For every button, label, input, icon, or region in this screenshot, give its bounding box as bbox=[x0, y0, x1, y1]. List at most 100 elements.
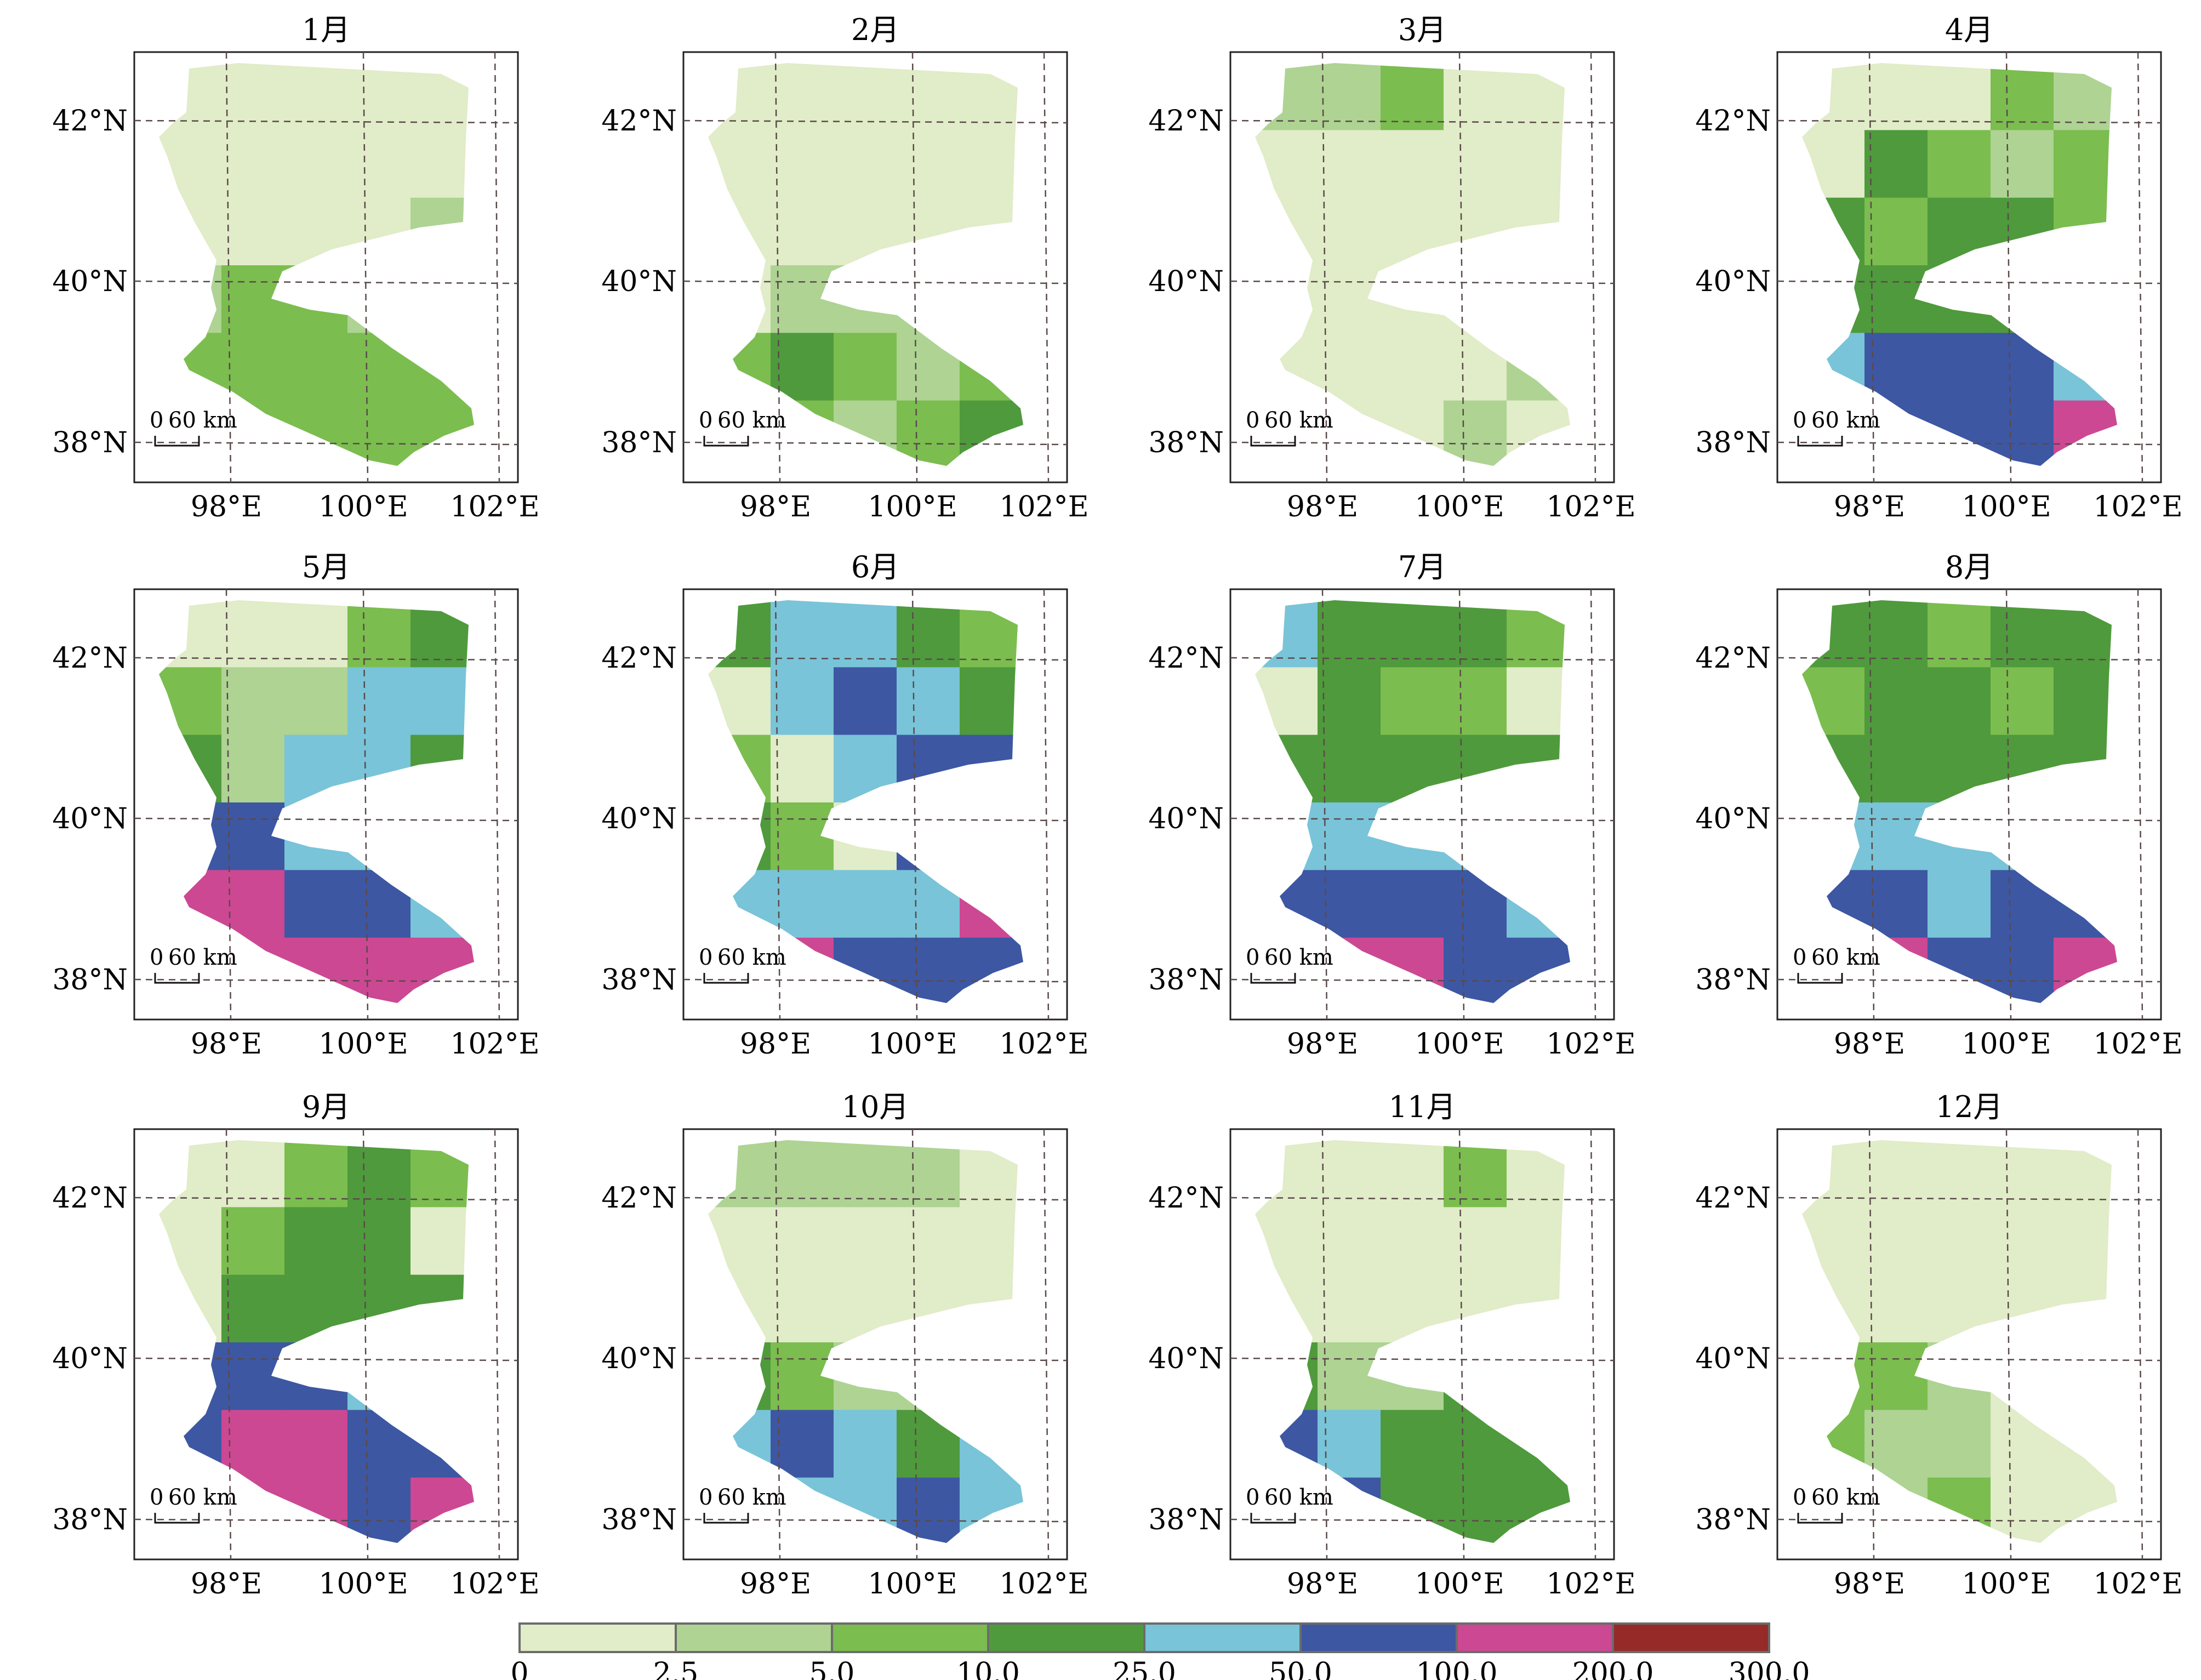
precip-class-cell bbox=[834, 870, 898, 939]
precip-class-cell bbox=[1507, 667, 1570, 736]
precip-class-cell bbox=[771, 1410, 835, 1479]
longitude-gridline bbox=[911, 1129, 918, 1560]
precip-class-cell bbox=[2054, 667, 2117, 736]
precip-class-cell bbox=[1864, 197, 1929, 266]
map-panel: 6月 42°N 40°N 38°N 98°E 100°E 102°E 0 60 km bbox=[601, 550, 1088, 1061]
latitude-gridline bbox=[1230, 817, 1615, 822]
scale-bar: 0 60 km bbox=[1246, 945, 1333, 984]
precip-class-cell bbox=[771, 63, 835, 132]
panel-title: 2月 bbox=[851, 13, 899, 47]
scale-bar-zero-label: 0 bbox=[150, 408, 163, 433]
panel-title: 11月 bbox=[1389, 1090, 1456, 1124]
latitude-tick-label: 38°N bbox=[52, 1504, 128, 1536]
longitude-tick-label: 98°E bbox=[1287, 1028, 1358, 1061]
latitude-gridline bbox=[1777, 817, 2162, 822]
precip-class-cell bbox=[834, 1207, 898, 1276]
latitude-gridline bbox=[1230, 1357, 1615, 1362]
latitude-tick-label: 38°N bbox=[1695, 426, 1771, 459]
longitude-gridline bbox=[1590, 52, 1596, 483]
longitude-tick-label: 102°E bbox=[450, 491, 539, 523]
precip-class-cell bbox=[1318, 1410, 1382, 1479]
longitude-tick-label: 102°E bbox=[1546, 1028, 1635, 1061]
longitude-tick-label: 98°E bbox=[191, 491, 262, 523]
longitude-gridline bbox=[774, 52, 781, 483]
latitude-tick-label: 38°N bbox=[52, 426, 128, 459]
precip-class-cell bbox=[284, 333, 349, 402]
longitude-gridline bbox=[774, 1129, 781, 1560]
longitude-tick-label: 98°E bbox=[740, 1568, 811, 1601]
longitude-tick-label: 100°E bbox=[868, 1028, 957, 1061]
precip-class-cell bbox=[1864, 667, 1929, 736]
latitude-gridline bbox=[1230, 1197, 1615, 1201]
precip-class-cell bbox=[834, 1140, 898, 1209]
map-panel: 8月 42°N 40°N 38°N 98°E 100°E 102°E 0 60 km bbox=[1695, 550, 2182, 1061]
latitude-tick-label: 40°N bbox=[52, 802, 128, 835]
latitude-tick-label: 42°N bbox=[601, 105, 677, 138]
longitude-tick-label: 100°E bbox=[1415, 1568, 1504, 1601]
longitude-gridline bbox=[1590, 589, 1596, 1020]
latitude-gridline bbox=[1777, 657, 2162, 661]
longitude-tick-label: 98°E bbox=[1834, 1568, 1905, 1601]
latitude-tick-label: 42°N bbox=[1695, 1182, 1771, 1215]
scale-bar-zero-label: 0 bbox=[699, 945, 712, 970]
longitude-tick-label: 102°E bbox=[1546, 1568, 1635, 1601]
latitude-tick-label: 42°N bbox=[1695, 105, 1771, 138]
scale-bar: 0 60 km bbox=[1793, 945, 1880, 984]
longitude-tick-label: 98°E bbox=[1287, 1568, 1358, 1601]
latitude-tick-label: 38°N bbox=[1148, 964, 1224, 996]
precip-class-cell bbox=[771, 600, 835, 669]
scale-bar: 0 60 km bbox=[1246, 1485, 1333, 1524]
scale-bar: 0 60 km bbox=[1246, 408, 1333, 447]
latitude-gridline bbox=[1777, 119, 2162, 124]
latitude-tick-label: 40°N bbox=[1695, 802, 1771, 835]
scale-bar-line bbox=[1250, 1513, 1296, 1524]
precip-class-cell bbox=[1864, 600, 1929, 669]
latitude-gridline bbox=[1230, 657, 1615, 661]
longitude-gridline bbox=[1458, 52, 1465, 483]
precip-class-cell bbox=[347, 63, 412, 132]
precip-class-cell bbox=[1864, 870, 1929, 939]
scale-bar-line bbox=[1797, 436, 1843, 447]
longitude-gridline bbox=[1321, 1129, 1328, 1560]
longitude-gridline bbox=[1321, 589, 1328, 1020]
colorbar-swatch bbox=[1456, 1622, 1614, 1653]
latitude-tick-label: 40°N bbox=[601, 802, 677, 835]
scale-bar: 0 60 km bbox=[699, 408, 786, 447]
precip-class-cell bbox=[771, 1207, 835, 1276]
precip-class-cell bbox=[897, 63, 961, 132]
latitude-gridline bbox=[1777, 1357, 2162, 1362]
precip-class-cell bbox=[1991, 130, 2055, 199]
precip-class-cell bbox=[1318, 1140, 1382, 1209]
colorbar-swatch bbox=[675, 1622, 833, 1653]
precip-class-cell bbox=[284, 667, 349, 736]
colorbar-tick-label: 50.0 bbox=[1269, 1657, 1332, 1680]
scale-bar-line bbox=[154, 436, 200, 447]
latitude-tick-label: 38°N bbox=[1148, 426, 1224, 459]
scale-bar-zero-label: 0 bbox=[699, 1485, 712, 1510]
precip-class-cell bbox=[1318, 63, 1382, 132]
map-panel: 3月 42°N 40°N 38°N 98°E 100°E 102°E 0 60 km bbox=[1148, 13, 1635, 523]
precip-class-cell bbox=[221, 870, 286, 939]
precip-class-cell bbox=[284, 870, 349, 939]
precip-class-cell bbox=[834, 63, 898, 132]
panel-title: 3月 bbox=[1398, 13, 1446, 47]
latitude-tick-label: 40°N bbox=[601, 1342, 677, 1375]
precip-class-cell bbox=[347, 1140, 412, 1209]
precip-class-cell bbox=[1864, 1410, 1929, 1479]
precip-class-cell bbox=[771, 734, 835, 804]
longitude-gridline bbox=[2137, 589, 2143, 1020]
precip-class-cell bbox=[1444, 600, 1508, 669]
precip-class-cell bbox=[1444, 1140, 1508, 1209]
scale-bar-distance-label: 60 km bbox=[168, 945, 237, 970]
precip-class-cell bbox=[1381, 130, 1445, 199]
map-panel: 4月 42°N 40°N 38°N 98°E 100°E 102°E 0 60 km bbox=[1695, 13, 2182, 523]
precip-class-cell bbox=[221, 734, 286, 804]
precip-class-cell bbox=[347, 400, 412, 466]
longitude-gridline bbox=[1868, 1129, 1875, 1560]
longitude-gridline bbox=[362, 1129, 369, 1560]
scale-bar-distance-label: 60 km bbox=[1811, 1485, 1880, 1510]
precip-class-cell bbox=[771, 667, 835, 736]
longitude-gridline bbox=[225, 52, 232, 483]
latitude-gridline bbox=[1777, 280, 2162, 284]
precip-class-cell bbox=[1381, 63, 1445, 132]
